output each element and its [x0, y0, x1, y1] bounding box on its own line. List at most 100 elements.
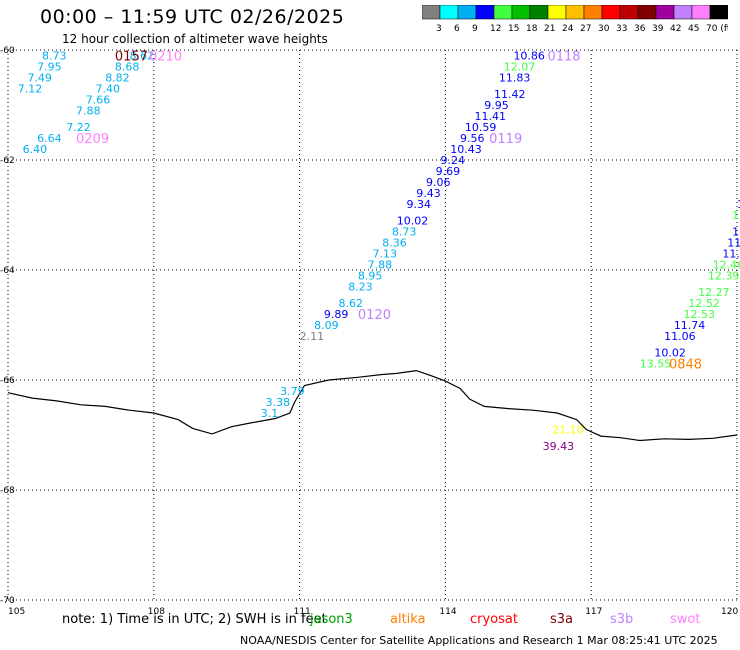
legend-swatch	[422, 5, 441, 20]
y-tick-label: -70	[0, 596, 15, 606]
legend-swatch	[529, 5, 549, 20]
wave-height-value: 12.07	[504, 61, 535, 74]
satellite-s3b: s3b	[610, 612, 634, 627]
y-tick-label: -60	[0, 46, 15, 56]
wave-height-value: 12.52	[688, 297, 720, 310]
wave-height-value: 7.66	[86, 94, 111, 107]
wave-height-value: 10.02	[654, 347, 686, 360]
pass-time-label: 0118	[547, 50, 580, 65]
x-tick-label: 108	[148, 607, 165, 617]
x-tick-label: 105	[8, 607, 25, 617]
page-title: 00:00 – 11:59 UTC 02/26/2025	[40, 6, 345, 28]
wave-height-value: 39.43	[543, 440, 575, 453]
x-tick-label: 120	[721, 607, 738, 617]
legend-swatch	[619, 5, 639, 20]
legend-label: 42	[670, 24, 681, 34]
legend-label: 15	[508, 24, 519, 34]
wave-height-value: 9.06	[426, 176, 451, 189]
legend-swatch	[637, 5, 657, 20]
wave-height-value: 21.10	[552, 424, 584, 437]
wave-height-value: 8.95	[358, 270, 383, 283]
wave-height-value: 11.74	[674, 319, 706, 332]
wave-height-value: 11.35	[732, 226, 740, 239]
y-tick-label: -62	[0, 156, 15, 166]
wave-height-value: 10.86	[513, 50, 545, 63]
legend-label: 9	[472, 24, 478, 34]
wave-height-value: 11.85	[727, 237, 740, 250]
wave-height-value: 8.82	[105, 72, 130, 85]
wave-height-value: 7.88	[76, 105, 101, 118]
satellite-s3a: s3a	[550, 612, 574, 627]
pass-time-label: 0119	[489, 132, 522, 147]
legend-swatch	[601, 5, 621, 20]
satellite-swot: swot	[670, 612, 701, 627]
wave-height-value: 9.43	[416, 187, 441, 200]
wave-height-value: 9.56	[460, 132, 485, 145]
satellite-cryosat: cryosat	[470, 612, 518, 627]
pass-time-label: 0157	[115, 50, 148, 65]
legend-swatch	[439, 5, 459, 20]
legend-label: 21	[544, 24, 555, 34]
legend-swatch	[493, 5, 513, 20]
wave-height-value: 12.53	[684, 308, 716, 321]
legend-label: 12	[490, 24, 501, 34]
wave-height-value: 7.13	[373, 248, 398, 261]
legend-swatch	[547, 5, 567, 20]
legend-label: 3	[436, 24, 442, 34]
wave-height-value: 9.89	[324, 308, 349, 321]
note-text: note: 1) Time is in UTC; 2) SWH is in fe…	[62, 612, 327, 627]
wave-height-value: 8.23	[348, 281, 373, 294]
wave-height-value: 9.95	[484, 99, 509, 112]
wave-height-value: 7.49	[27, 72, 52, 85]
x-tick-label: 114	[439, 607, 456, 617]
coastline	[7, 369, 738, 442]
legend-label: 6	[454, 24, 460, 34]
wave-height-value: 11.83	[499, 72, 531, 85]
wave-height-value: 6.40	[23, 143, 48, 156]
wave-height-value: 12.	[732, 209, 740, 222]
legend-swatch	[475, 5, 495, 20]
wave-height-value: 11.06	[664, 330, 696, 343]
wave-height-value: 8.73	[42, 50, 67, 63]
y-tick-label: -66	[0, 376, 15, 386]
wave-height-value: 2.11	[300, 330, 325, 343]
wave-height-value: 6.64	[37, 132, 62, 145]
x-tick-label: 117	[585, 607, 602, 617]
wave-height-value: 8.68	[115, 61, 140, 74]
satellite-altika: altika	[390, 612, 426, 627]
y-tick-label: -68	[0, 486, 15, 496]
wave-height-value: 10.43	[450, 143, 482, 156]
wave-height-value: 7.95	[37, 61, 62, 74]
wave-height-value: 11.42	[494, 88, 526, 101]
legend-label: 30	[598, 24, 610, 34]
wave-height-value: 3.38	[266, 396, 291, 409]
legend-label: 18	[526, 24, 538, 34]
legend-label: 27	[580, 24, 591, 34]
wave-height-value: 7.22	[66, 121, 91, 134]
wave-height-value: 11.81	[722, 248, 740, 261]
wave-height-value: 8.62	[338, 297, 363, 310]
legend-swatch	[511, 5, 531, 20]
legend-swatch	[673, 5, 693, 20]
wave-height-value: 7.40	[95, 83, 120, 96]
pass-time-label: 0848	[669, 358, 702, 373]
pass-time-label: 0210	[149, 50, 182, 65]
legend-label: 39	[652, 24, 664, 34]
wave-height-value: 12.27	[698, 286, 730, 299]
wave-height-value: 9.69	[436, 165, 461, 178]
legend-swatch	[565, 5, 585, 20]
wave-height-value: 13.55	[640, 358, 672, 371]
legend-label: 45	[688, 24, 699, 34]
satellite-jason3: jason3	[310, 612, 353, 627]
y-tick-label: -64	[0, 266, 15, 276]
wave-height-value: 3.79	[280, 385, 305, 398]
wave-height-value: 10.02	[397, 215, 429, 228]
legend-swatch	[709, 5, 728, 20]
wave-height-value: 9.24	[441, 154, 466, 167]
wave-height-value: 7.88	[368, 259, 393, 272]
pass-time-label: 0120	[358, 308, 391, 323]
pass-time-label: 0209	[76, 132, 109, 147]
wave-height-value: 1	[737, 198, 740, 211]
wave-height-value: 10.59	[465, 121, 497, 134]
